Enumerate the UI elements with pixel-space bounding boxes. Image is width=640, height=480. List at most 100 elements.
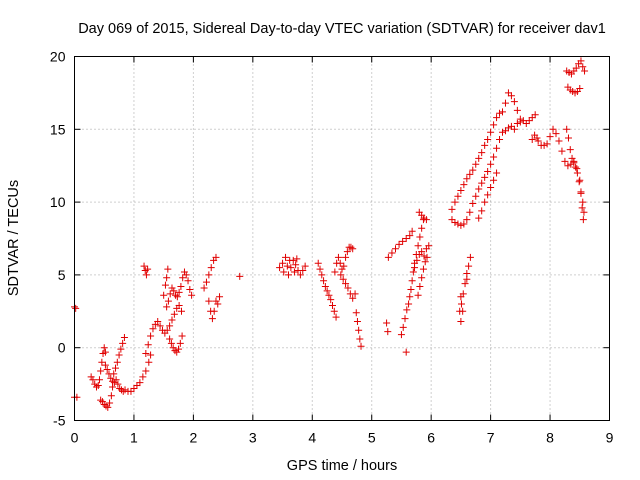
data-point	[316, 265, 324, 273]
data-point	[576, 85, 584, 93]
data-point	[507, 92, 515, 100]
data-point	[395, 240, 403, 248]
series-s29	[457, 275, 471, 325]
data-point	[330, 307, 338, 315]
data-point	[402, 348, 410, 356]
data-point	[173, 348, 181, 356]
x-tick-label: 6	[427, 430, 435, 446]
data-point	[510, 125, 518, 133]
data-points	[71, 57, 589, 411]
data-point	[420, 252, 428, 260]
data-point	[168, 316, 176, 324]
data-point	[182, 271, 190, 279]
series-s31	[534, 125, 587, 224]
data-point	[490, 153, 498, 161]
data-point	[100, 400, 108, 408]
data-point	[91, 380, 99, 388]
data-point	[325, 291, 333, 299]
data-point	[178, 332, 186, 340]
series-s20	[384, 227, 416, 261]
x-tick-label: 3	[249, 430, 257, 446]
data-point	[563, 125, 571, 133]
data-point	[133, 382, 141, 390]
data-point	[411, 264, 419, 272]
data-point	[388, 249, 396, 257]
data-point	[422, 216, 430, 224]
data-point	[149, 325, 157, 333]
data-point	[332, 313, 340, 321]
data-point	[540, 141, 548, 149]
data-point	[463, 216, 471, 224]
data-point	[472, 192, 480, 200]
data-point	[331, 268, 339, 276]
series-s34	[563, 125, 588, 216]
series-s28	[456, 253, 474, 315]
series-s23	[411, 242, 433, 272]
data-point	[519, 117, 527, 125]
data-point	[166, 290, 174, 298]
data-point	[114, 380, 122, 388]
series-s33	[564, 83, 584, 97]
data-point	[321, 283, 329, 291]
data-point	[408, 227, 416, 235]
data-point	[425, 242, 433, 250]
data-point	[349, 294, 357, 302]
data-point	[481, 141, 489, 149]
data-point	[176, 339, 184, 347]
y-tick-labels: -5 0 5 10 15 20	[50, 49, 66, 429]
data-point	[301, 262, 309, 270]
data-point	[119, 339, 127, 347]
data-point	[120, 334, 128, 342]
data-point	[207, 264, 215, 272]
data-point	[342, 280, 350, 288]
data-point	[466, 253, 474, 261]
data-point	[282, 253, 290, 261]
data-point	[531, 111, 539, 119]
data-point	[573, 169, 581, 177]
series-s16	[314, 259, 340, 321]
data-point	[110, 379, 118, 387]
data-point	[200, 284, 208, 292]
data-point	[339, 275, 347, 283]
x-tick-label: 4	[308, 430, 316, 446]
data-point	[384, 253, 392, 261]
data-point	[499, 128, 506, 136]
data-point	[579, 63, 587, 71]
data-point	[493, 169, 501, 177]
data-point	[493, 144, 501, 152]
data-point	[171, 347, 179, 355]
data-point	[172, 291, 180, 299]
data-point	[166, 322, 174, 330]
series-s17	[331, 243, 357, 276]
data-point	[280, 268, 288, 276]
data-point	[175, 345, 183, 353]
series-s13	[205, 293, 224, 323]
data-point	[472, 160, 480, 168]
series-s35	[528, 131, 541, 143]
data-point	[283, 262, 291, 270]
data-point	[154, 317, 162, 325]
data-point	[355, 326, 363, 334]
data-point	[343, 248, 351, 256]
x-tick-labels: 0 1 2 3 4 5 6 7 8 9	[71, 430, 614, 446]
data-point	[478, 149, 486, 157]
data-point	[561, 157, 569, 165]
data-point	[160, 291, 168, 299]
data-point	[92, 383, 100, 391]
data-point	[490, 121, 498, 129]
data-point	[290, 268, 298, 276]
data-point	[147, 332, 155, 340]
data-point	[127, 387, 135, 395]
data-point	[356, 335, 364, 343]
series-s09	[160, 265, 172, 299]
data-point	[408, 277, 416, 285]
y-tick-label: 0	[58, 340, 66, 356]
data-point	[578, 204, 586, 212]
data-point	[338, 265, 346, 273]
data-point	[484, 191, 492, 199]
series-s15	[276, 253, 309, 279]
data-point	[579, 216, 587, 224]
data-point	[392, 245, 399, 253]
data-point	[139, 373, 147, 381]
series-s22	[402, 348, 410, 356]
